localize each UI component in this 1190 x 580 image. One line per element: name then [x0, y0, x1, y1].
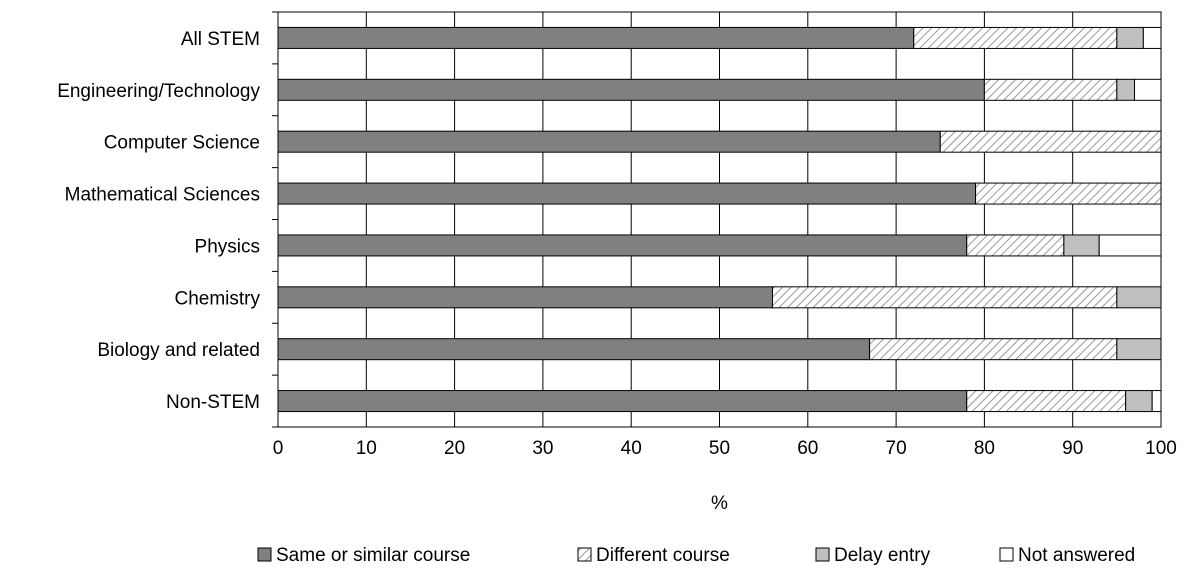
x-tick-30: 30 — [532, 438, 553, 459]
legend-item-2: Different course — [577, 545, 730, 566]
x-tick-50: 50 — [709, 438, 730, 459]
x-tick-80: 80 — [974, 438, 995, 459]
legend-label: Different course — [596, 545, 730, 566]
legend-item-3: Delay entry — [815, 545, 931, 566]
bar-2-series-2 — [983, 78, 1118, 101]
category-label: Engineering/Technology — [57, 81, 260, 102]
bar-3-series-2 — [939, 130, 1162, 153]
x-tick-20: 20 — [444, 438, 465, 459]
legend-item-1: Same or similar course — [257, 545, 470, 566]
bar-2-series-1 — [277, 78, 985, 101]
category-label: Non-STEM — [166, 392, 260, 413]
x-tick-40: 40 — [621, 438, 642, 459]
bar-6-series-3 — [1116, 286, 1162, 309]
bar-1-series-2 — [913, 26, 1118, 49]
category-label: Mathematical Sciences — [65, 185, 260, 206]
legend-swatch — [257, 547, 272, 562]
bar-8-series-2 — [966, 390, 1127, 413]
legend-label: Same or similar course — [276, 545, 470, 566]
bar-8-series-1 — [277, 390, 968, 413]
bar-2-series-4 — [1134, 78, 1162, 101]
bar-1-series-4 — [1142, 26, 1162, 49]
grid-lines — [277, 12, 1162, 427]
bar-5-series-1 — [277, 234, 968, 257]
bar-4-series-1 — [277, 182, 977, 205]
category-label: All STEM — [181, 29, 260, 50]
bar-3-series-1 — [277, 130, 941, 153]
category-label: Chemistry — [174, 288, 260, 309]
bar-6-series-2 — [771, 286, 1118, 309]
bar-6-series-1 — [277, 286, 773, 309]
bar-8-series-4 — [1151, 390, 1162, 413]
bar-5-series-2 — [966, 234, 1065, 257]
category-label: Computer Science — [104, 133, 260, 154]
x-tick-60: 60 — [797, 438, 818, 459]
legend-label: Delay entry — [834, 545, 931, 566]
legend-item-4: Not answered — [999, 545, 1135, 566]
legend-swatch — [815, 547, 830, 562]
legend-label: Not answered — [1018, 545, 1135, 566]
bar-1-series-1 — [277, 26, 915, 49]
axes — [272, 11, 1162, 428]
x-tick-0: 0 — [273, 438, 284, 459]
bar-7-series-3 — [1116, 338, 1162, 361]
x-axis-label: % — [711, 493, 728, 514]
bar-8-series-3 — [1125, 390, 1153, 413]
category-label: Biology and related — [97, 340, 260, 361]
bar-7-series-2 — [869, 338, 1118, 361]
x-tick-90: 90 — [1062, 438, 1083, 459]
bar-5-series-3 — [1063, 234, 1100, 257]
bar-4-series-2 — [975, 182, 1162, 205]
bar-5-series-4 — [1098, 234, 1162, 257]
x-tick-10: 10 — [356, 438, 377, 459]
x-tick-100: 100 — [1145, 438, 1177, 459]
x-tick-70: 70 — [886, 438, 907, 459]
bar-2-series-3 — [1116, 78, 1136, 101]
bars — [277, 26, 1162, 413]
bar-1-series-3 — [1116, 26, 1144, 49]
legend: Same or similar course Different course De… — [257, 545, 1135, 566]
category-labels: All STEM Engineering/Technology Computer S… — [57, 29, 260, 413]
legend-swatch — [999, 547, 1014, 562]
x-tick-labels: 0 10 20 30 40 50 60 70 80 90 100 — [273, 438, 1177, 459]
bar-7-series-1 — [277, 338, 871, 361]
legend-swatch — [577, 547, 592, 562]
category-label: Physics — [195, 236, 260, 257]
